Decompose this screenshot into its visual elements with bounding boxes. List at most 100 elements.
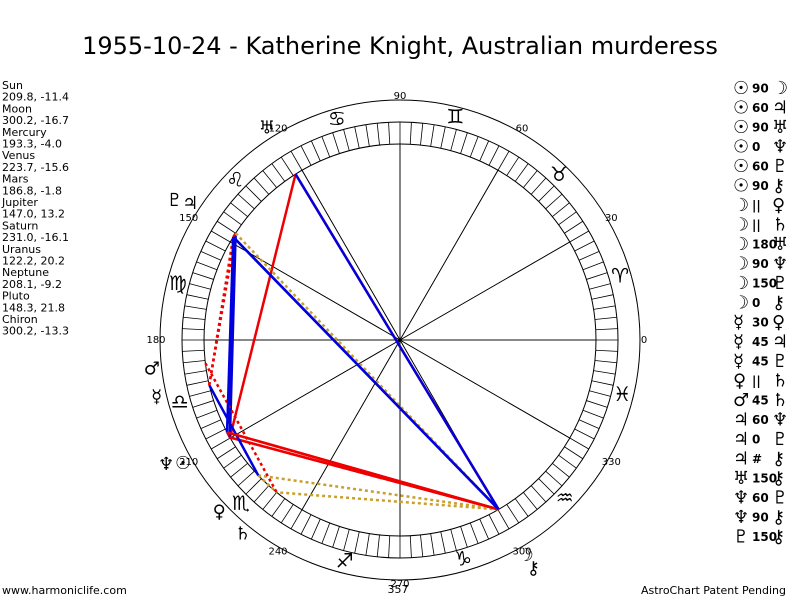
ring-tick	[183, 316, 206, 320]
ring-tick	[205, 240, 226, 252]
ring-tick	[469, 522, 479, 544]
planet-coords: 209.8, -11.4	[2, 91, 69, 104]
planet-coords: 148.3, 21.8	[2, 301, 65, 314]
ring-tick	[479, 140, 490, 162]
planet-glyph: ⚷	[527, 558, 540, 579]
aspect-line	[208, 384, 260, 477]
ring-tick	[388, 122, 391, 145]
aspect-type: 0	[752, 296, 760, 310]
ring-tick	[460, 526, 468, 548]
ring-tick	[192, 400, 214, 408]
ring-tick	[514, 498, 529, 517]
ring-tick	[558, 211, 577, 226]
ring-tick	[365, 533, 370, 556]
ring-tick	[420, 123, 424, 146]
ring-tick	[497, 151, 510, 171]
ring-tick	[497, 509, 510, 529]
planet-coords: 186.8, -1.8	[2, 184, 62, 197]
ring-tick	[591, 294, 614, 300]
aspect-line	[228, 173, 297, 438]
aspect-line	[226, 431, 499, 511]
ring-tick	[595, 349, 618, 352]
ring-tick	[578, 250, 600, 261]
ring-tick	[450, 529, 457, 551]
ring-tick	[538, 478, 555, 495]
ring-tick	[321, 136, 331, 158]
degree-label: 90	[394, 91, 407, 102]
aspect-type: 90	[752, 82, 769, 96]
sign-glyph: ♒	[556, 486, 574, 510]
ring-tick	[582, 261, 604, 271]
ring-tick	[290, 151, 303, 171]
aspect-line	[276, 491, 499, 511]
aspect-to: ♃	[772, 332, 788, 353]
ring-tick	[376, 534, 380, 557]
ring-tick	[578, 419, 600, 430]
ring-tick	[230, 202, 248, 217]
aspect-from: ☽	[733, 195, 749, 216]
ring-tick	[189, 283, 211, 290]
degree-label: 30	[605, 213, 618, 224]
aspect-to: ♄	[772, 371, 788, 392]
ring-tick	[321, 522, 331, 544]
degree-label: 60	[516, 124, 529, 135]
degree-label: 270	[390, 579, 409, 590]
aspect-from: ♆	[733, 488, 749, 509]
aspect-to: ♆	[772, 137, 788, 158]
planet-glyph: ♅	[259, 117, 275, 138]
ring-tick	[223, 211, 242, 226]
aspect-type: 150	[752, 530, 777, 544]
sign-glyph: ♌	[226, 167, 244, 191]
ring-tick	[271, 498, 286, 517]
ring-tick	[552, 463, 570, 478]
ring-tick	[409, 535, 412, 558]
footer-right: AstroChart Patent Pending	[641, 584, 786, 597]
planet-name: Pluto	[2, 290, 30, 303]
aspect-type: 90	[752, 511, 769, 525]
ring-tick	[514, 163, 529, 182]
ring-tick	[186, 380, 209, 386]
degree-label: 120	[268, 124, 287, 135]
degree-label: 210	[179, 457, 198, 468]
ring-tick	[376, 123, 380, 146]
planet-coords: 122.2, 20.2	[2, 255, 65, 268]
ring-tick	[280, 504, 294, 524]
aspect-to: ⚷	[772, 507, 785, 528]
aspect-from: ☽	[733, 254, 749, 275]
aspect-line	[225, 236, 235, 433]
aspect-from: ☽	[733, 234, 749, 255]
ring-tick	[211, 437, 231, 450]
sign-glyph: ♍	[169, 271, 187, 295]
ring-tick	[245, 478, 262, 495]
ring-tick	[343, 529, 350, 551]
ring-tick	[586, 272, 608, 280]
ring-tick	[182, 349, 205, 352]
planet-glyph: ☉	[175, 453, 191, 474]
ring-tick	[593, 370, 616, 375]
ring-tick	[589, 283, 611, 290]
planet-glyph: ♀	[213, 502, 226, 523]
footer-left: www.harmoniclife.com	[2, 584, 127, 597]
sign-glyph: ♈	[611, 263, 629, 287]
aspect-type: 0	[752, 140, 760, 154]
aspect-line	[257, 474, 278, 494]
planet-name: Mars	[2, 173, 29, 186]
ring-tick	[538, 185, 555, 202]
planet-glyph: ☽	[518, 545, 534, 566]
aspect-type: ||	[752, 218, 761, 232]
ring-tick	[545, 193, 563, 210]
wheel: 0 30 60 90 120 150 180 210 240 270 300 330 ♈ ♉ ♊ ♋ ♌ ♍ ♎ ♏ ♐…	[146, 91, 647, 590]
ring-tick	[574, 240, 595, 252]
aspect-type: 150	[752, 472, 777, 486]
aspect-to: ☽	[772, 78, 788, 99]
ring-tick	[460, 132, 468, 154]
sign-glyph: ♎	[171, 390, 189, 414]
ring-tick	[488, 514, 500, 535]
ring-tick	[594, 360, 617, 364]
aspect-type: 60	[752, 491, 769, 505]
ring-tick	[479, 518, 490, 540]
planet-name: Mercury	[2, 126, 47, 139]
ring-tick	[440, 126, 446, 149]
ring-tick	[506, 504, 520, 524]
ring-tick	[216, 446, 236, 460]
